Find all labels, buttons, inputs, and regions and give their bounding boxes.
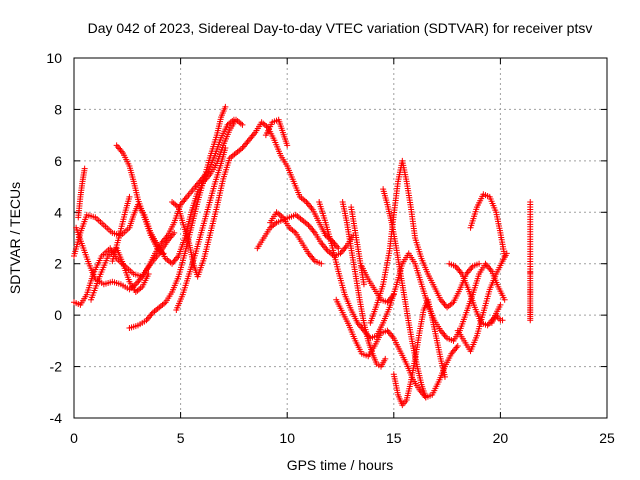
data-point-marker [497, 301, 504, 308]
series-arc-25 [488, 312, 506, 326]
data-point-marker [222, 145, 229, 151]
chart-title: Day 042 of 2023, Sidereal Day-to-day VTE… [88, 20, 593, 36]
data-point-marker [81, 165, 88, 172]
data-point-marker [382, 355, 389, 362]
series-arc-24 [467, 191, 508, 259]
data-point-marker [501, 296, 508, 303]
series-arc-26 [527, 199, 534, 324]
plot-frame [73, 57, 608, 419]
data-point-marker [527, 317, 534, 324]
data-point-marker [145, 271, 152, 277]
x-tick-label: 5 [177, 430, 185, 446]
series-arc-21 [390, 296, 448, 409]
y-tick-label: -2 [50, 359, 63, 375]
data-point-marker [476, 260, 483, 267]
grid-lines [74, 58, 607, 418]
y-tick-label: 2 [54, 256, 62, 272]
series-arc-20 [380, 186, 429, 401]
data-point-marker [222, 103, 229, 110]
data-point-marker [501, 253, 508, 259]
x-axis-title: GPS time / hours [287, 457, 394, 473]
axis-ticks: 0 5 10 15 20 25 -4 -2 0 2 4 6 8 10 [46, 50, 615, 446]
data-point-marker [284, 142, 291, 149]
series-arc-10 [173, 145, 229, 313]
series-arc-7 [113, 142, 167, 257]
x-tick-label: 0 [70, 430, 78, 446]
data-point-marker [335, 245, 342, 252]
y-tick-label: 6 [54, 153, 62, 169]
y-tick-label: 0 [54, 307, 62, 323]
data-point-marker [126, 193, 133, 200]
y-tick-label: 4 [54, 204, 62, 220]
x-tick-label: 10 [279, 430, 295, 446]
y-tick-label: 8 [54, 101, 62, 117]
data-point-marker [318, 260, 325, 267]
y-axis-title: SDTVAR / TECUs [7, 182, 23, 294]
series-arc-19 [367, 157, 483, 326]
series-arc-14 [316, 199, 508, 344]
series-arc-8 [126, 103, 229, 331]
data-point-marker [441, 373, 448, 380]
series-arc-5 [88, 245, 152, 303]
x-tick-label: 15 [386, 430, 402, 446]
data-point-marker [499, 317, 506, 324]
series-arc-6 [109, 193, 133, 265]
data-point-marker [171, 229, 178, 236]
series-arc-16 [339, 199, 389, 370]
y-tick-label: -4 [50, 410, 63, 426]
data-point-marker [390, 291, 397, 298]
data-point-marker [360, 281, 367, 288]
data-point-marker [160, 250, 167, 257]
series-arc-12 [262, 116, 291, 149]
data-point-marker [239, 121, 246, 128]
data-marks [71, 103, 534, 409]
data-point-marker [230, 116, 237, 123]
data-point-marker [454, 343, 461, 349]
y-tick-label: 10 [46, 50, 62, 66]
x-tick-label: 20 [493, 430, 509, 446]
series-arc-23 [454, 250, 510, 355]
series-arc-11 [254, 211, 357, 259]
series-arc-13 [267, 209, 325, 267]
data-point-marker [422, 394, 429, 401]
x-tick-label: 25 [599, 430, 615, 446]
series-arc-15 [333, 296, 461, 401]
series-arc-4 [75, 165, 88, 221]
